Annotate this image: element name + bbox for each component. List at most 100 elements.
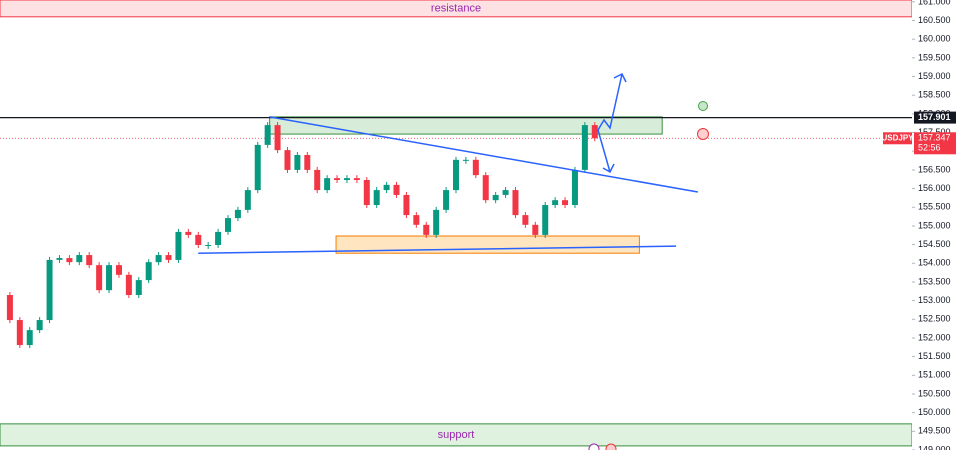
- trendline: [269, 116, 699, 193]
- candle: [234, 209, 241, 219]
- candle: [66, 258, 73, 263]
- zone: [269, 116, 663, 135]
- event-icon[interactable]: [605, 443, 617, 450]
- candle: [76, 255, 83, 263]
- candle: [433, 209, 440, 235]
- y-tick-label: 159.000: [918, 71, 951, 81]
- y-tick-label: 158.500: [918, 90, 951, 100]
- level-label-box: [914, 111, 956, 124]
- y-tick-label: 154.000: [918, 258, 951, 268]
- last-price-box: [914, 132, 956, 155]
- candle: [393, 184, 400, 195]
- y-tick-label: 153.000: [918, 295, 951, 305]
- candle: [185, 231, 192, 235]
- candle: [492, 194, 499, 201]
- y-tick-label: 152.500: [918, 314, 951, 324]
- trendline: [198, 245, 677, 254]
- y-tick-label: 157.500: [918, 127, 951, 137]
- candle: [155, 255, 162, 263]
- y-tick-label: 160.500: [918, 15, 951, 25]
- zone-label: resistance: [431, 2, 481, 14]
- candle: [225, 218, 231, 232]
- candle: [552, 200, 559, 206]
- candle: [502, 190, 509, 195]
- y-tick-label: 155.500: [918, 202, 951, 212]
- candle: [175, 231, 182, 260]
- candle: [215, 231, 222, 245]
- projection-arrows: [597, 72, 627, 174]
- zone-label: support: [438, 429, 475, 441]
- countdown-label: 52:56: [918, 143, 941, 153]
- candle: [125, 274, 132, 296]
- arrow-up: [597, 72, 627, 131]
- y-tick-label: 155.000: [918, 220, 951, 230]
- candle: [284, 150, 291, 170]
- candle: [591, 125, 598, 139]
- candle: [353, 178, 360, 180]
- candle: [86, 255, 93, 266]
- y-tick-label: 160.000: [918, 34, 951, 44]
- candle: [304, 154, 311, 170]
- candle: [16, 320, 23, 346]
- y-tick-label: 152.000: [918, 332, 951, 342]
- candle: [205, 244, 212, 246]
- y-tick-label: 149.500: [918, 426, 951, 436]
- candle: [254, 144, 261, 191]
- candle: [26, 330, 33, 346]
- y-tick-label: 156.000: [918, 183, 951, 193]
- candle: [383, 184, 390, 191]
- candle: [443, 190, 450, 210]
- candle: [314, 169, 321, 191]
- candle: [571, 169, 578, 206]
- zone: [335, 235, 640, 254]
- candle: [106, 265, 113, 291]
- candle: [96, 265, 103, 291]
- candle: [462, 159, 469, 161]
- candle: [581, 125, 588, 170]
- y-tick-label: 153.500: [918, 276, 951, 286]
- candle: [373, 190, 380, 206]
- alert-marker[interactable]: [697, 128, 709, 140]
- candle: [36, 320, 43, 331]
- candle: [522, 215, 529, 225]
- y-tick-label: 149.000: [918, 444, 951, 450]
- y-tick-label: 151.500: [918, 351, 951, 361]
- candle: [56, 258, 63, 260]
- y-tick-label: 159.500: [918, 52, 951, 62]
- last-price-label: 157.347: [918, 133, 951, 143]
- candle: [244, 190, 251, 210]
- candle: [403, 194, 410, 216]
- price-axis: [912, 0, 956, 450]
- candle: [343, 178, 350, 180]
- y-tick-label: 150.500: [918, 388, 951, 398]
- event-icon[interactable]: [588, 443, 600, 450]
- candle: [562, 200, 569, 206]
- candle: [145, 262, 152, 281]
- candle: [423, 224, 430, 235]
- y-tick-label: 150.000: [918, 407, 951, 417]
- candle: [334, 178, 341, 180]
- candle: [274, 125, 281, 151]
- candle: [532, 224, 539, 235]
- candle: [324, 178, 331, 191]
- y-tick-label: 151.000: [918, 370, 951, 380]
- candle: [512, 190, 519, 216]
- candle: [195, 234, 202, 245]
- candle: [46, 259, 53, 321]
- candle: [453, 159, 459, 191]
- candle: [542, 205, 549, 235]
- candle: [115, 265, 122, 275]
- candle: [6, 295, 13, 321]
- candle: [165, 255, 172, 260]
- candle: [472, 159, 479, 176]
- alert-marker[interactable]: [698, 101, 708, 111]
- candle: [264, 125, 271, 145]
- y-tick-label: 156.500: [918, 164, 951, 174]
- plot-area: resistance support: [0, 0, 913, 447]
- candle: [413, 215, 420, 225]
- candle: [135, 280, 142, 296]
- candle: [482, 175, 489, 201]
- level-label: 157.901: [918, 112, 951, 122]
